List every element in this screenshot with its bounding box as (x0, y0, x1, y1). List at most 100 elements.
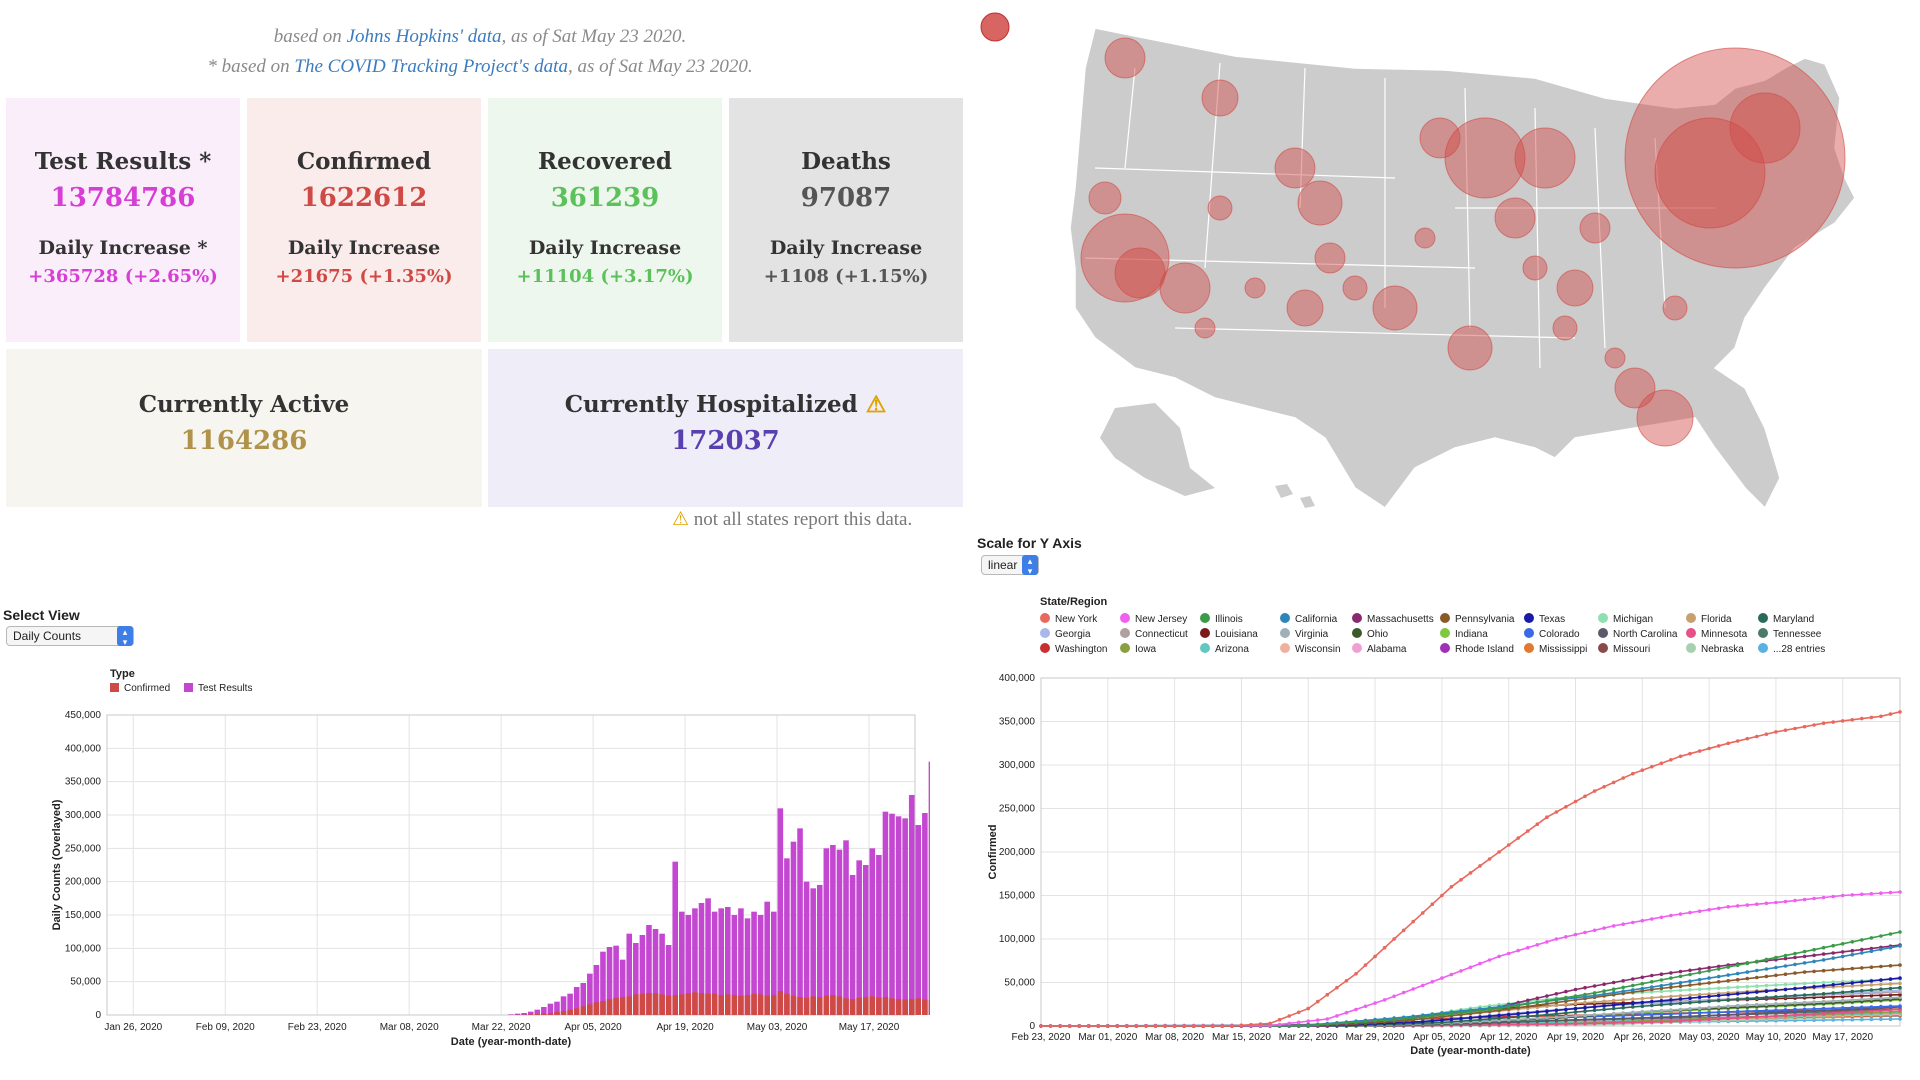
line-legend-item[interactable]: Indiana (1440, 628, 1488, 640)
line-legend-item[interactable]: Tennessee (1758, 628, 1821, 640)
legend-swatch (1440, 628, 1450, 638)
series-point (1735, 1003, 1740, 1008)
warning-icon: ⚠ (672, 509, 690, 530)
series-point (1526, 1002, 1530, 1006)
series-point (1707, 907, 1711, 912)
series-point (1535, 1013, 1540, 1018)
legend-label: Washington (1055, 644, 1108, 655)
line-legend-item[interactable]: Louisiana (1200, 628, 1258, 640)
line-legend-item[interactable]: Nebraska (1686, 643, 1744, 655)
line-legend-item[interactable]: New Jersey (1120, 613, 1187, 625)
legend-swatch (1200, 628, 1210, 638)
bar-legend-item[interactable]: Test Results (184, 683, 252, 694)
y-tick-label: 200,000 (65, 877, 102, 888)
legend-swatch (1524, 628, 1534, 638)
series-point (1230, 1024, 1234, 1028)
series-point (1650, 973, 1654, 978)
line-legend-item[interactable]: Connecticut (1120, 628, 1188, 640)
line-legend-item[interactable]: Alabama (1352, 643, 1406, 655)
series-point (1526, 829, 1530, 833)
line-legend-item[interactable]: Texas (1524, 613, 1565, 625)
map-zoom-marker[interactable] (980, 12, 1010, 42)
series-point (1898, 1004, 1902, 1008)
series-point (1678, 974, 1683, 979)
line-legend-item[interactable]: Maryland (1758, 613, 1814, 625)
confirmed-line-chart[interactable]: 0 50,000 100,000 150,000 200,000 250,000 300,0… (970, 660, 1915, 1060)
series-point (1669, 1019, 1673, 1024)
line-legend-item[interactable]: Washington (1040, 643, 1107, 655)
line-legend-item[interactable]: Colorado (1524, 628, 1580, 640)
johns-hopkins-link[interactable]: Johns Hopkins' data (346, 26, 502, 47)
x-tick-label: Apr 05, 2020 (1413, 1032, 1471, 1043)
currently-active-value: 1164286 (180, 426, 308, 456)
series-point (1583, 1013, 1587, 1018)
series-point (1421, 911, 1425, 915)
line-legend-item[interactable]: Ohio (1352, 628, 1388, 640)
line-legend-item[interactable]: Mississippi (1524, 643, 1587, 655)
line-legend-item[interactable]: Pennsylvania (1440, 613, 1514, 625)
line-legend-item[interactable]: Missouri (1598, 643, 1650, 655)
series-point (1812, 1000, 1816, 1004)
series-point (1554, 937, 1559, 941)
line-legend-item[interactable]: Arizona (1200, 643, 1249, 655)
series-point (1869, 1009, 1874, 1013)
series-point (1850, 1005, 1855, 1010)
line-legend-item[interactable]: Michigan (1598, 613, 1653, 625)
series-point (1793, 1007, 1797, 1012)
series-point (1697, 1000, 1702, 1004)
us-bubble-map[interactable] (975, 8, 1920, 538)
line-legend-item[interactable]: Rhode Island (1440, 643, 1514, 655)
series-point (1774, 988, 1778, 993)
series-point (1812, 985, 1816, 989)
series-point (1344, 1010, 1349, 1015)
series-point (1411, 987, 1415, 991)
series-point (1650, 764, 1654, 769)
series-point (1888, 964, 1893, 968)
bar (816, 885, 823, 1015)
y-scale-dropdown[interactable]: linear ▴ ▾ (981, 555, 1039, 576)
line-legend-item[interactable]: Florida (1686, 613, 1732, 625)
legend-label: Ohio (1367, 629, 1389, 640)
line-legend-item[interactable]: North Carolina (1598, 628, 1677, 640)
bar (554, 1012, 560, 1015)
line-legend-item[interactable]: Massachusetts (1352, 613, 1434, 625)
line-legend-item[interactable]: Illinois (1200, 613, 1243, 625)
series-point (1802, 1012, 1807, 1017)
series-point (1812, 723, 1816, 727)
bar (823, 848, 830, 1015)
confirmed-value: 1622612 (300, 183, 428, 213)
series-point (1621, 1011, 1625, 1015)
line-legend-item[interactable]: Georgia (1040, 628, 1091, 640)
series-point (1812, 981, 1816, 985)
series-point (1726, 973, 1730, 977)
series-point (1755, 902, 1759, 906)
bar (731, 995, 738, 1015)
series-point (1755, 968, 1759, 973)
line-legend-item[interactable]: Virginia (1280, 628, 1328, 640)
test-results-title: Test Results * (34, 148, 212, 175)
line-legend-item[interactable]: Minnesota (1686, 628, 1747, 640)
daily-counts-bar-chart[interactable]: 0 50,000 100,000 150,000 200,000 250,000 300,0… (0, 700, 930, 1060)
x-tick-label: May 10, 2020 (1746, 1032, 1807, 1043)
line-legend-item[interactable]: California (1280, 613, 1337, 625)
line-legend-item[interactable]: New York (1040, 613, 1097, 625)
series-point (1506, 843, 1511, 847)
line-legend-item[interactable]: Wisconsin (1280, 643, 1341, 655)
series-point (1764, 901, 1769, 906)
series-point (1650, 1009, 1654, 1013)
series-point (1735, 992, 1740, 996)
line-legend-item[interactable]: Iowa (1120, 643, 1156, 655)
series-point (1764, 974, 1769, 979)
legend-label: California (1295, 614, 1338, 625)
series-point (1249, 1022, 1253, 1027)
x-axis-title: Date (year-month-date) (1410, 1045, 1531, 1057)
covid-tracking-link[interactable]: The COVID Tracking Project's data (294, 56, 568, 77)
bar (639, 993, 646, 1015)
select-view-dropdown[interactable]: Daily Counts ▴ ▾ (6, 626, 134, 647)
bar-legend-item[interactable]: Confirmed (110, 683, 170, 694)
line-legend-item[interactable]: ...28 entries (1758, 643, 1825, 655)
series-point (1688, 1018, 1692, 1023)
series-point (1621, 1020, 1625, 1025)
series-point (1764, 1002, 1769, 1007)
series-point (1869, 983, 1874, 987)
